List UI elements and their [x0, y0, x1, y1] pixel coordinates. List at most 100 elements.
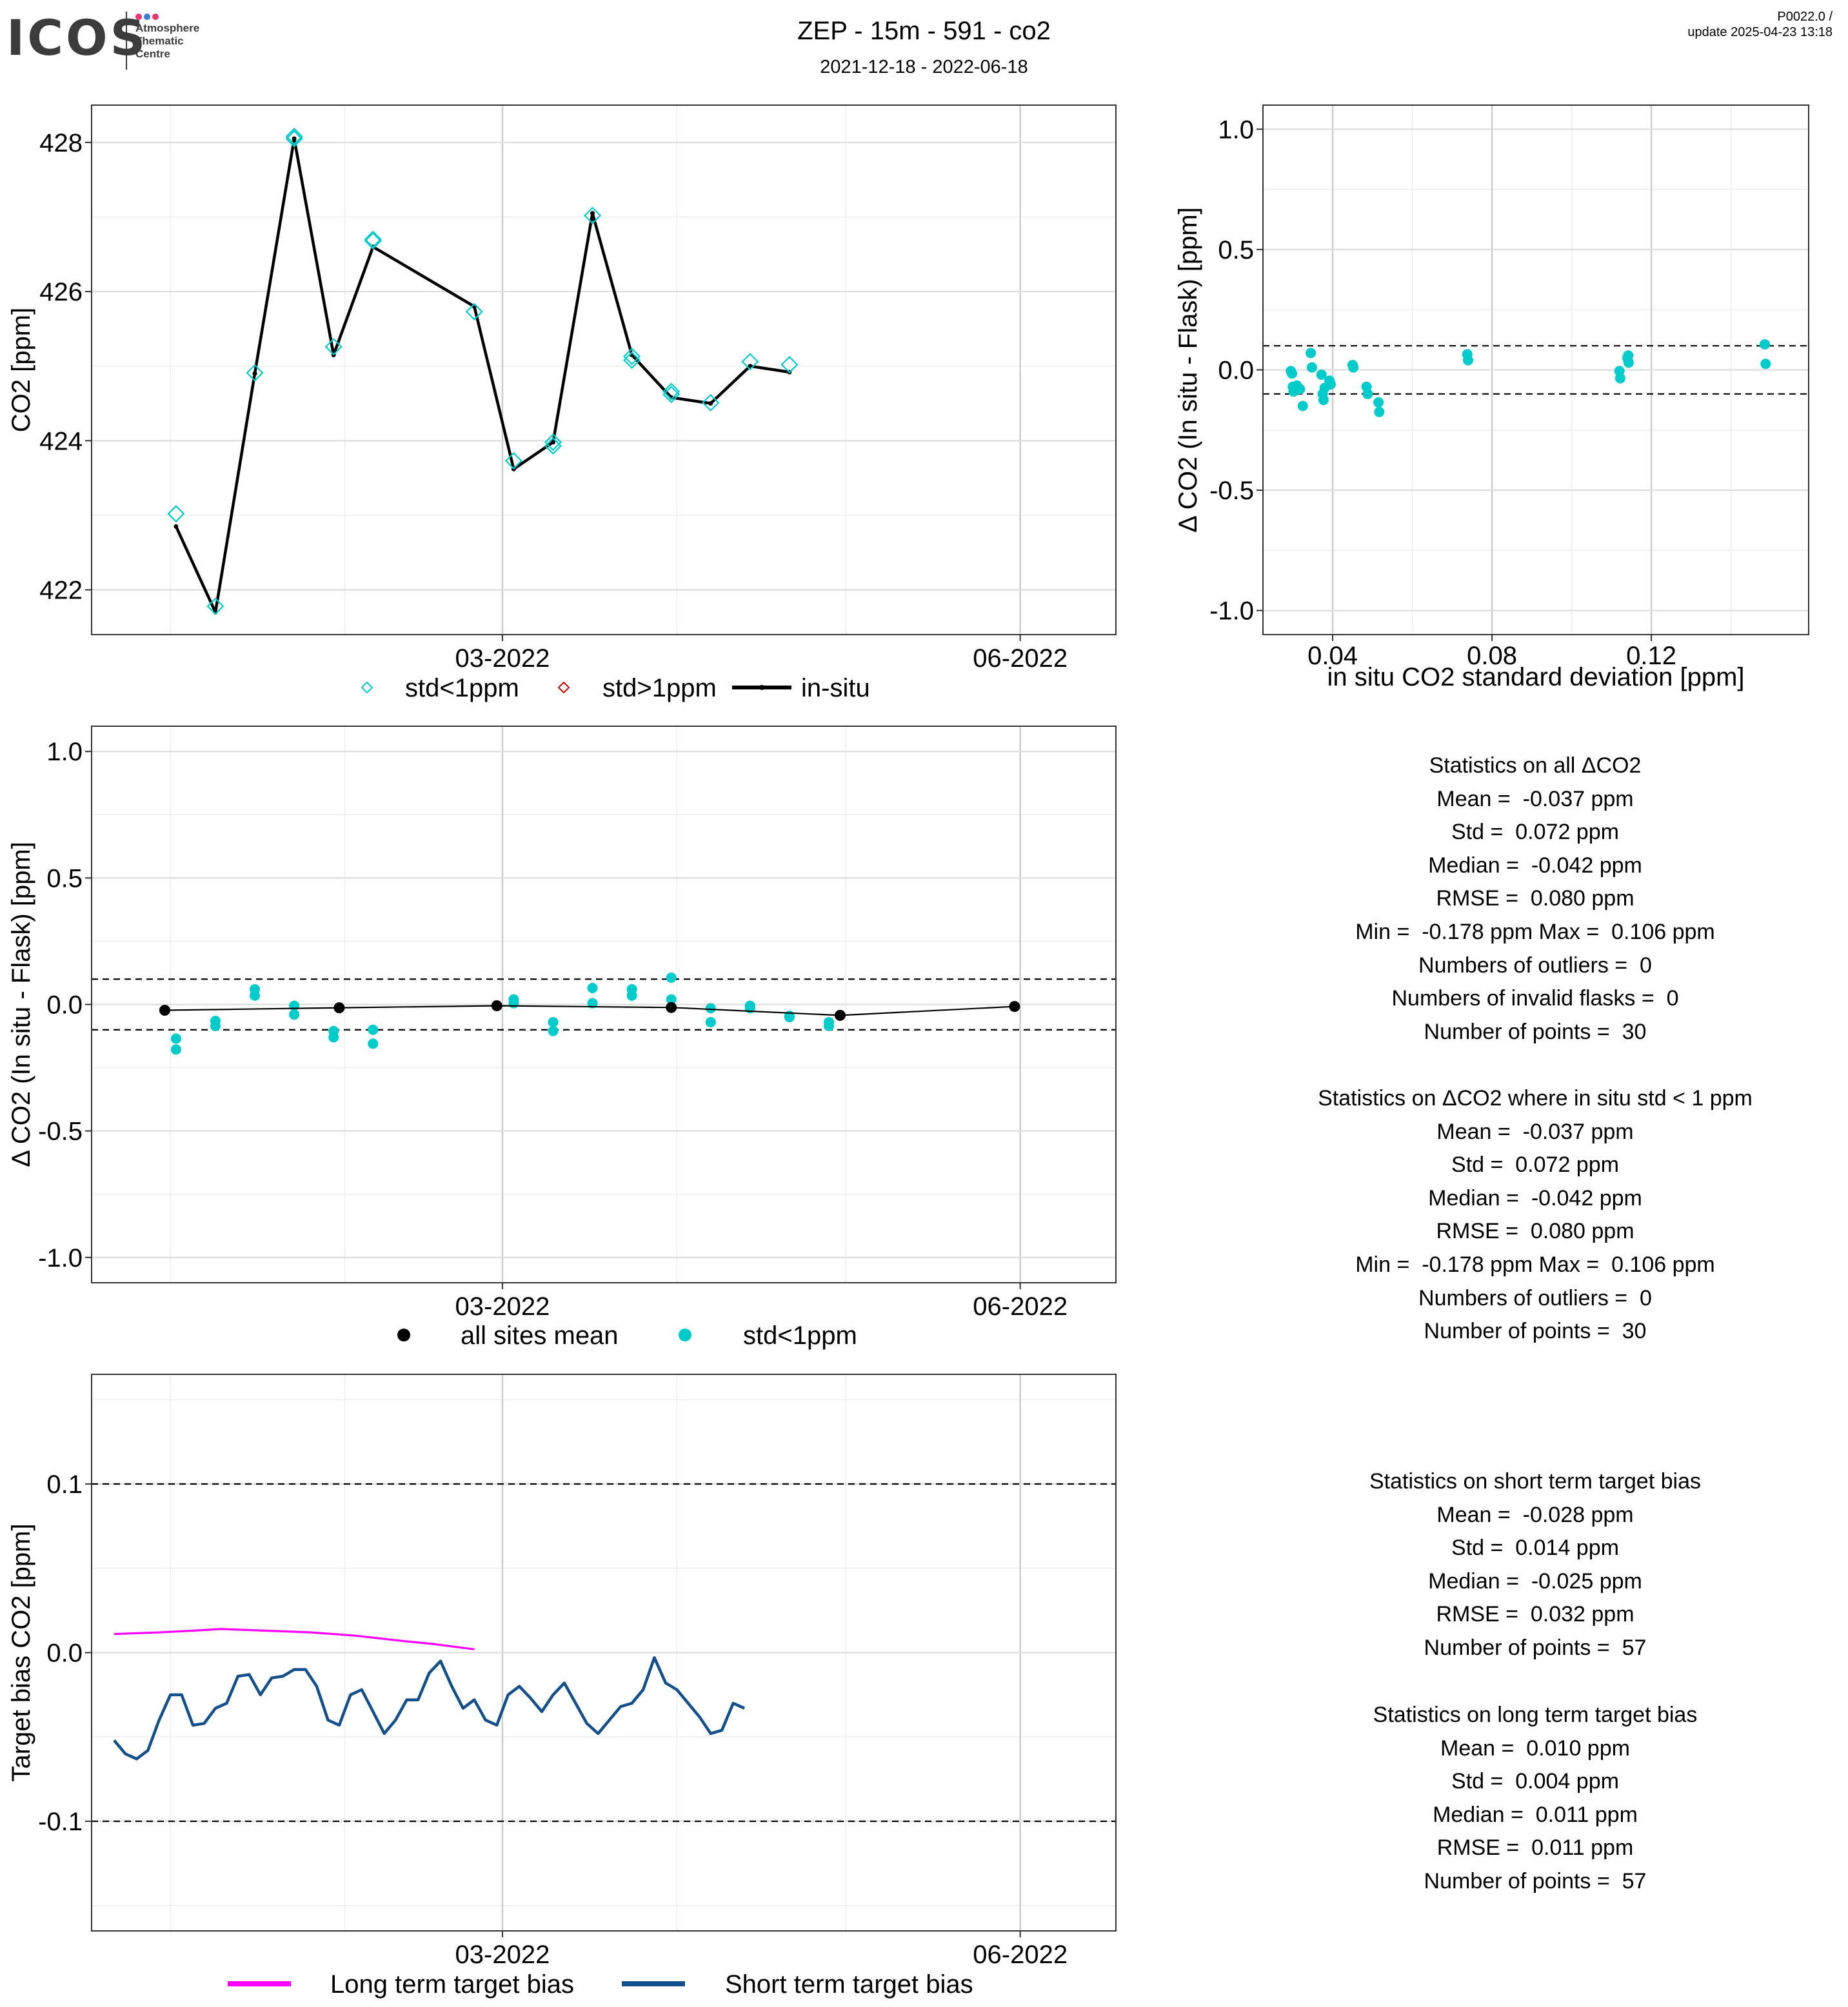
delta-point	[328, 1032, 339, 1043]
legend-label-short-term: Short term target bias	[725, 1970, 973, 1999]
flask-diamond-std-lt-1	[364, 232, 382, 250]
stats-line: Median = -0.025 ppm	[1428, 1568, 1642, 1594]
legend-label-std-gt-1: std>1ppm	[602, 674, 717, 702]
co2-timeseries-y-tick-label: 428	[39, 129, 83, 157]
delta-point	[1463, 355, 1474, 366]
all-sites-mean-point	[333, 1002, 345, 1014]
delta-point	[1295, 384, 1306, 395]
delta-timeseries-x-tick-label: 03-2022	[455, 1292, 550, 1321]
all-sites-mean-point	[491, 1000, 502, 1011]
target-bias-x-tick-label: 06-2022	[973, 1941, 1068, 1969]
report-header: ICOS Atmosphere Thematic Centre ZEP - 15…	[0, 0, 1848, 90]
legend-point-all-sites-mean	[397, 1329, 410, 1341]
logo-sub-line: Centre	[135, 48, 170, 60]
delta-point	[1287, 368, 1298, 379]
flask-diamond-std-lt-1	[465, 302, 483, 321]
delta-vs-std-y-tick-label: -1.0	[1209, 597, 1254, 626]
stats-line: Number of points = 57	[1424, 1635, 1647, 1660]
delta-point	[1318, 395, 1329, 406]
all-sites-mean-line	[164, 1005, 1015, 1016]
co2-timeseries-x-tick-label: 03-2022	[455, 644, 550, 673]
flask-diamond-std-lt-1	[324, 338, 343, 356]
flask-diamond-std-lt-1	[662, 382, 681, 400]
delta-point	[1362, 388, 1373, 399]
legend-label-std-lt-1: std<1ppm	[405, 674, 519, 702]
legend-point-std-lt-1	[679, 1329, 691, 1341]
delta-point	[368, 1038, 379, 1049]
delta-point	[1760, 359, 1771, 370]
stats-long-term-bias: Statistics on long term target bias Mean …	[1200, 1699, 1848, 1899]
target-bias-y-tick-label: 0.0	[46, 1639, 83, 1668]
flask-diamond-std-lt-1	[623, 348, 641, 366]
delta-point	[666, 994, 677, 1005]
delta-point	[626, 990, 637, 1001]
delta-point	[824, 1020, 835, 1031]
target-bias-y-axis-label: Target bias CO2 [ppm]	[7, 1523, 35, 1781]
flask-diamond-std-lt-1	[504, 452, 522, 470]
stats-line: Min = -0.178 ppm Max = 0.106 ppm	[1355, 1252, 1715, 1277]
stats-all-delta: Statistics on all ΔCO2 Mean = -0.037 ppm S…	[1200, 749, 1848, 1049]
target-bias-x-tick-label: 03-2022	[455, 1941, 550, 1969]
logo-sub-line: Atmosphere	[135, 22, 200, 34]
delta-timeseries-y-tick-label: -1.0	[38, 1244, 83, 1272]
stats-line: Number of points = 57	[1424, 1868, 1647, 1893]
co2-timeseries-frame	[91, 104, 1117, 635]
legend-label-std-lt-1: std<1ppm	[743, 1321, 857, 1350]
insitu-point	[252, 371, 257, 376]
stats-line: RMSE = 0.080 ppm	[1436, 1219, 1634, 1244]
delta-point	[289, 1009, 300, 1020]
version-info: P0022.0 / update 2025-04-23 13:18	[1687, 9, 1833, 40]
flask-diamond-std-lt-1	[167, 505, 185, 523]
co2-timeseries-y-tick-label: 424	[39, 427, 83, 455]
delta-point	[1374, 406, 1385, 417]
update-timestamp: update 2025-04-23 13:18	[1687, 25, 1833, 39]
delta-point	[1373, 397, 1384, 408]
insitu-point	[708, 401, 713, 406]
stats-line: RMSE = 0.080 ppm	[1436, 886, 1634, 911]
delta-point	[784, 1012, 795, 1023]
delta-vs-std-y-axis-label: Δ CO2 (In situ - Flask) [ppm]	[1174, 207, 1202, 533]
stats-heading: Statistics on short term target bias	[1369, 1469, 1701, 1494]
logo-subtitle: Atmosphere Thematic Centre	[135, 22, 199, 61]
target-bias-y-tick-label: 0.1	[46, 1470, 83, 1499]
stats-line: Mean = -0.037 ppm	[1436, 1119, 1634, 1144]
insitu-point	[550, 440, 555, 445]
short-term-bias-line	[113, 1656, 746, 1761]
stats-line: Std = 0.014 ppm	[1451, 1536, 1619, 1561]
stats-short-term-bias: Statistics on short term target bias Mean…	[1200, 1465, 1848, 1665]
flask-diamond-std-lt-1	[246, 364, 264, 382]
stats-delta-std-lt-1: Statistics on ΔCO2 where in situ std < 1…	[1200, 1082, 1848, 1349]
stats-line: Mean = -0.037 ppm	[1436, 786, 1634, 811]
co2-timeseries-y-axis-label: CO2 [ppm]	[7, 308, 35, 432]
long-term-bias-line	[114, 1628, 475, 1650]
target-bias-y-tick-label: -0.1	[38, 1808, 83, 1836]
logo-divider	[126, 12, 127, 70]
delta-point	[368, 1024, 379, 1035]
delta-vs-std-y-tick-label: 1.0	[1218, 115, 1254, 144]
all-sites-mean-point	[159, 1005, 170, 1016]
logo-dot-1	[135, 14, 142, 20]
stats-line: Min = -0.178 ppm Max = 0.106 ppm	[1355, 919, 1715, 944]
page-title: ZEP - 15m - 591 - co2	[797, 17, 1051, 45]
delta-timeseries-y-axis-label: Δ CO2 (In situ - Flask) [ppm]	[7, 842, 35, 1167]
stats-line: Mean = 0.010 ppm	[1440, 1735, 1630, 1761]
delta-point	[666, 972, 677, 983]
delta-point	[289, 1000, 300, 1011]
delta-vs-std-y-tick-label: 0.0	[1218, 357, 1254, 385]
flask-diamond-std-lt-1	[544, 437, 562, 455]
delta-point	[587, 983, 598, 994]
logo-dot-2	[144, 14, 150, 20]
delta-vs-std-y-tick-label: -0.5	[1209, 477, 1254, 505]
delta-point	[587, 998, 598, 1009]
delta-timeseries-y-tick-label: 1.0	[46, 738, 83, 766]
insitu-point	[590, 211, 595, 216]
flask-diamond-std-lt-1	[583, 206, 602, 224]
legend-label-all-sites-mean: all sites mean	[461, 1321, 619, 1350]
delta-timeseries-y-tick-label: 0.5	[46, 864, 83, 893]
stats-heading: Statistics on long term target bias	[1373, 1703, 1698, 1727]
stats-line: Std = 0.004 ppm	[1451, 1769, 1619, 1794]
legend-diamond-std-lt-1	[361, 681, 373, 694]
flask-diamond-std-lt-1	[780, 355, 799, 373]
delta-vs-std-x-axis-label: in situ CO2 standard deviation [ppm]	[1327, 663, 1744, 691]
